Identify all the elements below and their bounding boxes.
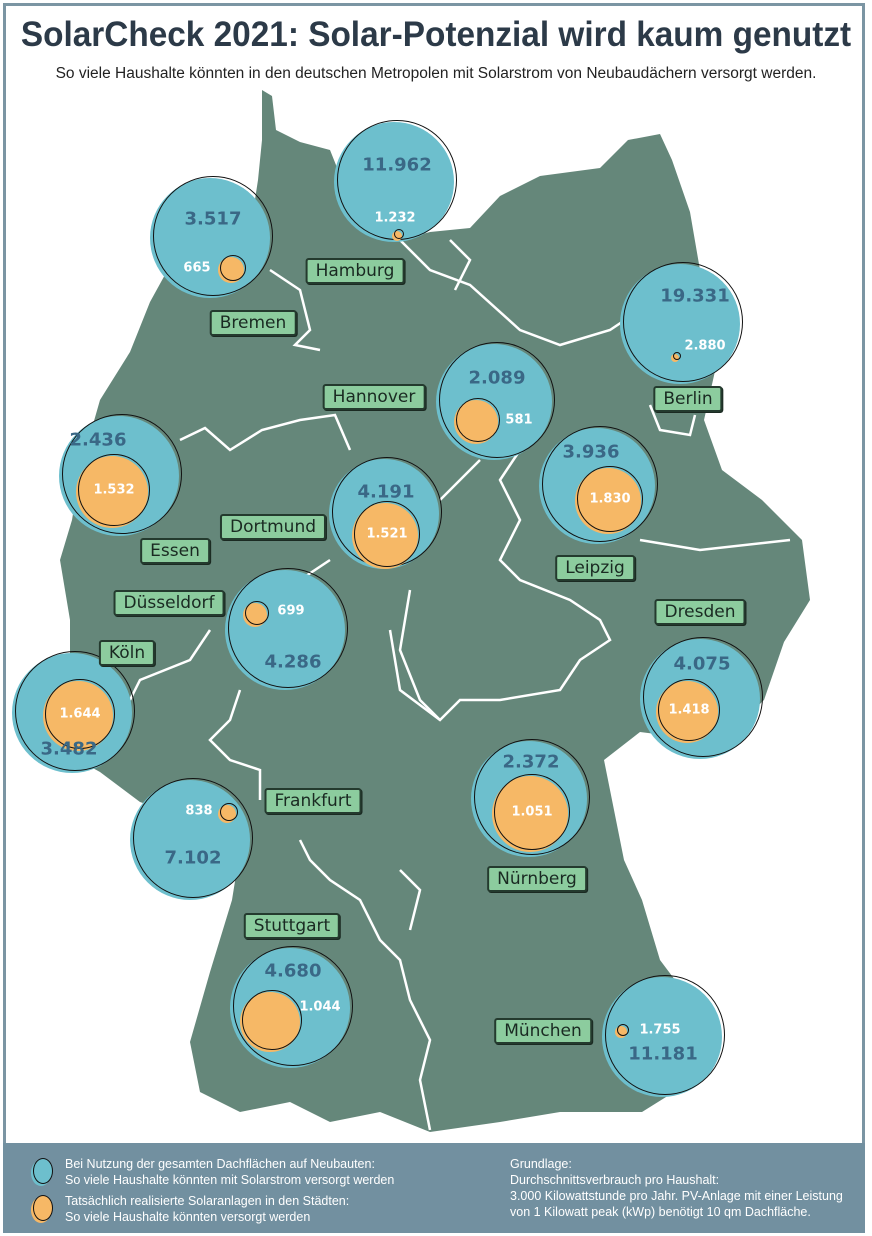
legend: Bei Nutzung der gesamten Dachflächen auf… (3, 1143, 865, 1233)
realized-circle-outline (45, 679, 115, 749)
realized-legend-text: Tatsächlich realisierte Solaranlagen in … (65, 1193, 349, 1225)
city-label-frankfurt: Frankfurt (264, 788, 362, 814)
realized-legend-icon (33, 1195, 53, 1221)
potential-circle-outline (439, 342, 555, 458)
legend-text-line: So viele Haushalte könnten versorgt werd… (65, 1210, 311, 1224)
potential-circle-outline (623, 262, 743, 382)
potential-circle-outline (133, 778, 253, 898)
city-label-bremen: Bremen (209, 310, 297, 336)
potential-circle-outline (474, 739, 590, 855)
potential-circle-outline (233, 946, 353, 1066)
potential-legend-icon (33, 1158, 53, 1184)
potential-circle-outline (153, 176, 273, 296)
realized-circle-outline (220, 255, 246, 281)
city-label-koeln: Köln (98, 640, 156, 666)
realized-value: 1.051 (511, 804, 553, 820)
potential-circle-outline (605, 975, 725, 1095)
potential-value: 11.962 (362, 154, 432, 176)
realized-value: 1.232 (374, 210, 416, 226)
realized-circle-outline (456, 398, 500, 442)
potential-value: 2.089 (468, 367, 526, 389)
city-label-muenchen: München (494, 1018, 592, 1044)
potential-value: 19.331 (660, 285, 730, 307)
realized-value: 581 (505, 412, 533, 428)
potential-value: 4.680 (264, 960, 322, 982)
basis-line: Durchschnittsverbrauch pro Haushalt: (510, 1173, 720, 1187)
potential-circle-outline (542, 426, 658, 542)
potential-circle-outline (228, 568, 348, 688)
potential-value: 4.191 (357, 481, 415, 503)
realized-value: 699 (277, 603, 305, 619)
realized-value: 1.830 (589, 491, 631, 507)
realized-circle-outline (220, 803, 238, 821)
city-label-hannover: Hannover (322, 384, 426, 410)
potential-value: 2.372 (502, 751, 560, 773)
potential-legend-text: Bei Nutzung der gesamten Dachflächen auf… (65, 1156, 394, 1188)
page-title: SolarCheck 2021: Solar-Potenzial wird ka… (20, 15, 852, 54)
realized-circle-outline (78, 454, 150, 526)
potential-value: 2.436 (69, 429, 127, 451)
basis-line: von 1 Kilowatt peak (kWp) benötigt 10 qm… (510, 1205, 811, 1219)
germany-land (60, 90, 810, 1132)
basis-line: 3.000 Kilowattstunde pro Jahr. PV-Anlage… (510, 1189, 843, 1203)
legend-text-line: Tatsächlich realisierte Solaranlagen in … (65, 1194, 350, 1208)
potential-circle-outline (15, 651, 135, 771)
realized-value: 1.532 (93, 482, 135, 498)
legend-text-line: Bei Nutzung der gesamten Dachflächen auf… (65, 1157, 375, 1171)
city-label-dresden: Dresden (654, 599, 746, 625)
basis-line: Grundlage: (510, 1157, 572, 1171)
realized-circle-outline (617, 1024, 629, 1036)
potential-value: 4.075 (673, 653, 731, 675)
frame (3, 3, 865, 1143)
realized-value: 1.644 (59, 706, 101, 722)
potential-circle-outline (643, 637, 763, 757)
realized-circle-outline (354, 501, 420, 567)
page-subtitle: So viele Haushalte könnten in den deutsc… (55, 65, 817, 82)
realized-value: 1.044 (299, 999, 341, 1015)
potential-value: 3.482 (40, 738, 98, 760)
potential-value: 3.936 (562, 441, 620, 463)
realized-circle-outline (658, 679, 720, 741)
realized-value: 1.521 (366, 526, 408, 542)
potential-value: 11.181 (628, 1043, 698, 1065)
state-borders (89, 239, 791, 1131)
city-label-nuernberg: Nürnberg (487, 866, 587, 892)
realized-value: 665 (183, 260, 211, 276)
realized-value: 838 (185, 803, 213, 819)
realized-circle-outline (577, 466, 643, 532)
realized-circle-outline (394, 229, 404, 239)
potential-value: 7.102 (164, 847, 222, 869)
city-label-essen: Essen (140, 538, 210, 564)
realized-circle-outline (673, 352, 681, 360)
potential-circle-outline (62, 414, 182, 534)
city-label-stuttgart: Stuttgart (243, 913, 341, 939)
realized-circle-outline (242, 990, 302, 1050)
potential-value: 4.286 (264, 651, 322, 673)
city-label-hamburg: Hamburg (305, 258, 405, 284)
realized-value: 1.418 (668, 702, 710, 718)
city-label-leipzig: Leipzig (555, 555, 635, 581)
city-label-berlin: Berlin (653, 386, 723, 412)
basis-note: Grundlage: Durchschnittsverbrauch pro Ha… (510, 1156, 843, 1220)
realized-value: 2.880 (684, 338, 726, 354)
realized-circle-outline (245, 601, 269, 625)
realized-circle-outline (494, 774, 570, 850)
city-label-dortmund: Dortmund (219, 514, 327, 540)
realized-value: 1.755 (639, 1022, 681, 1038)
city-label-duesseldorf: Düsseldorf (113, 590, 225, 616)
legend-text-line: So viele Haushalte könnten mit Solarstro… (65, 1173, 395, 1187)
potential-value: 3.517 (184, 208, 242, 230)
